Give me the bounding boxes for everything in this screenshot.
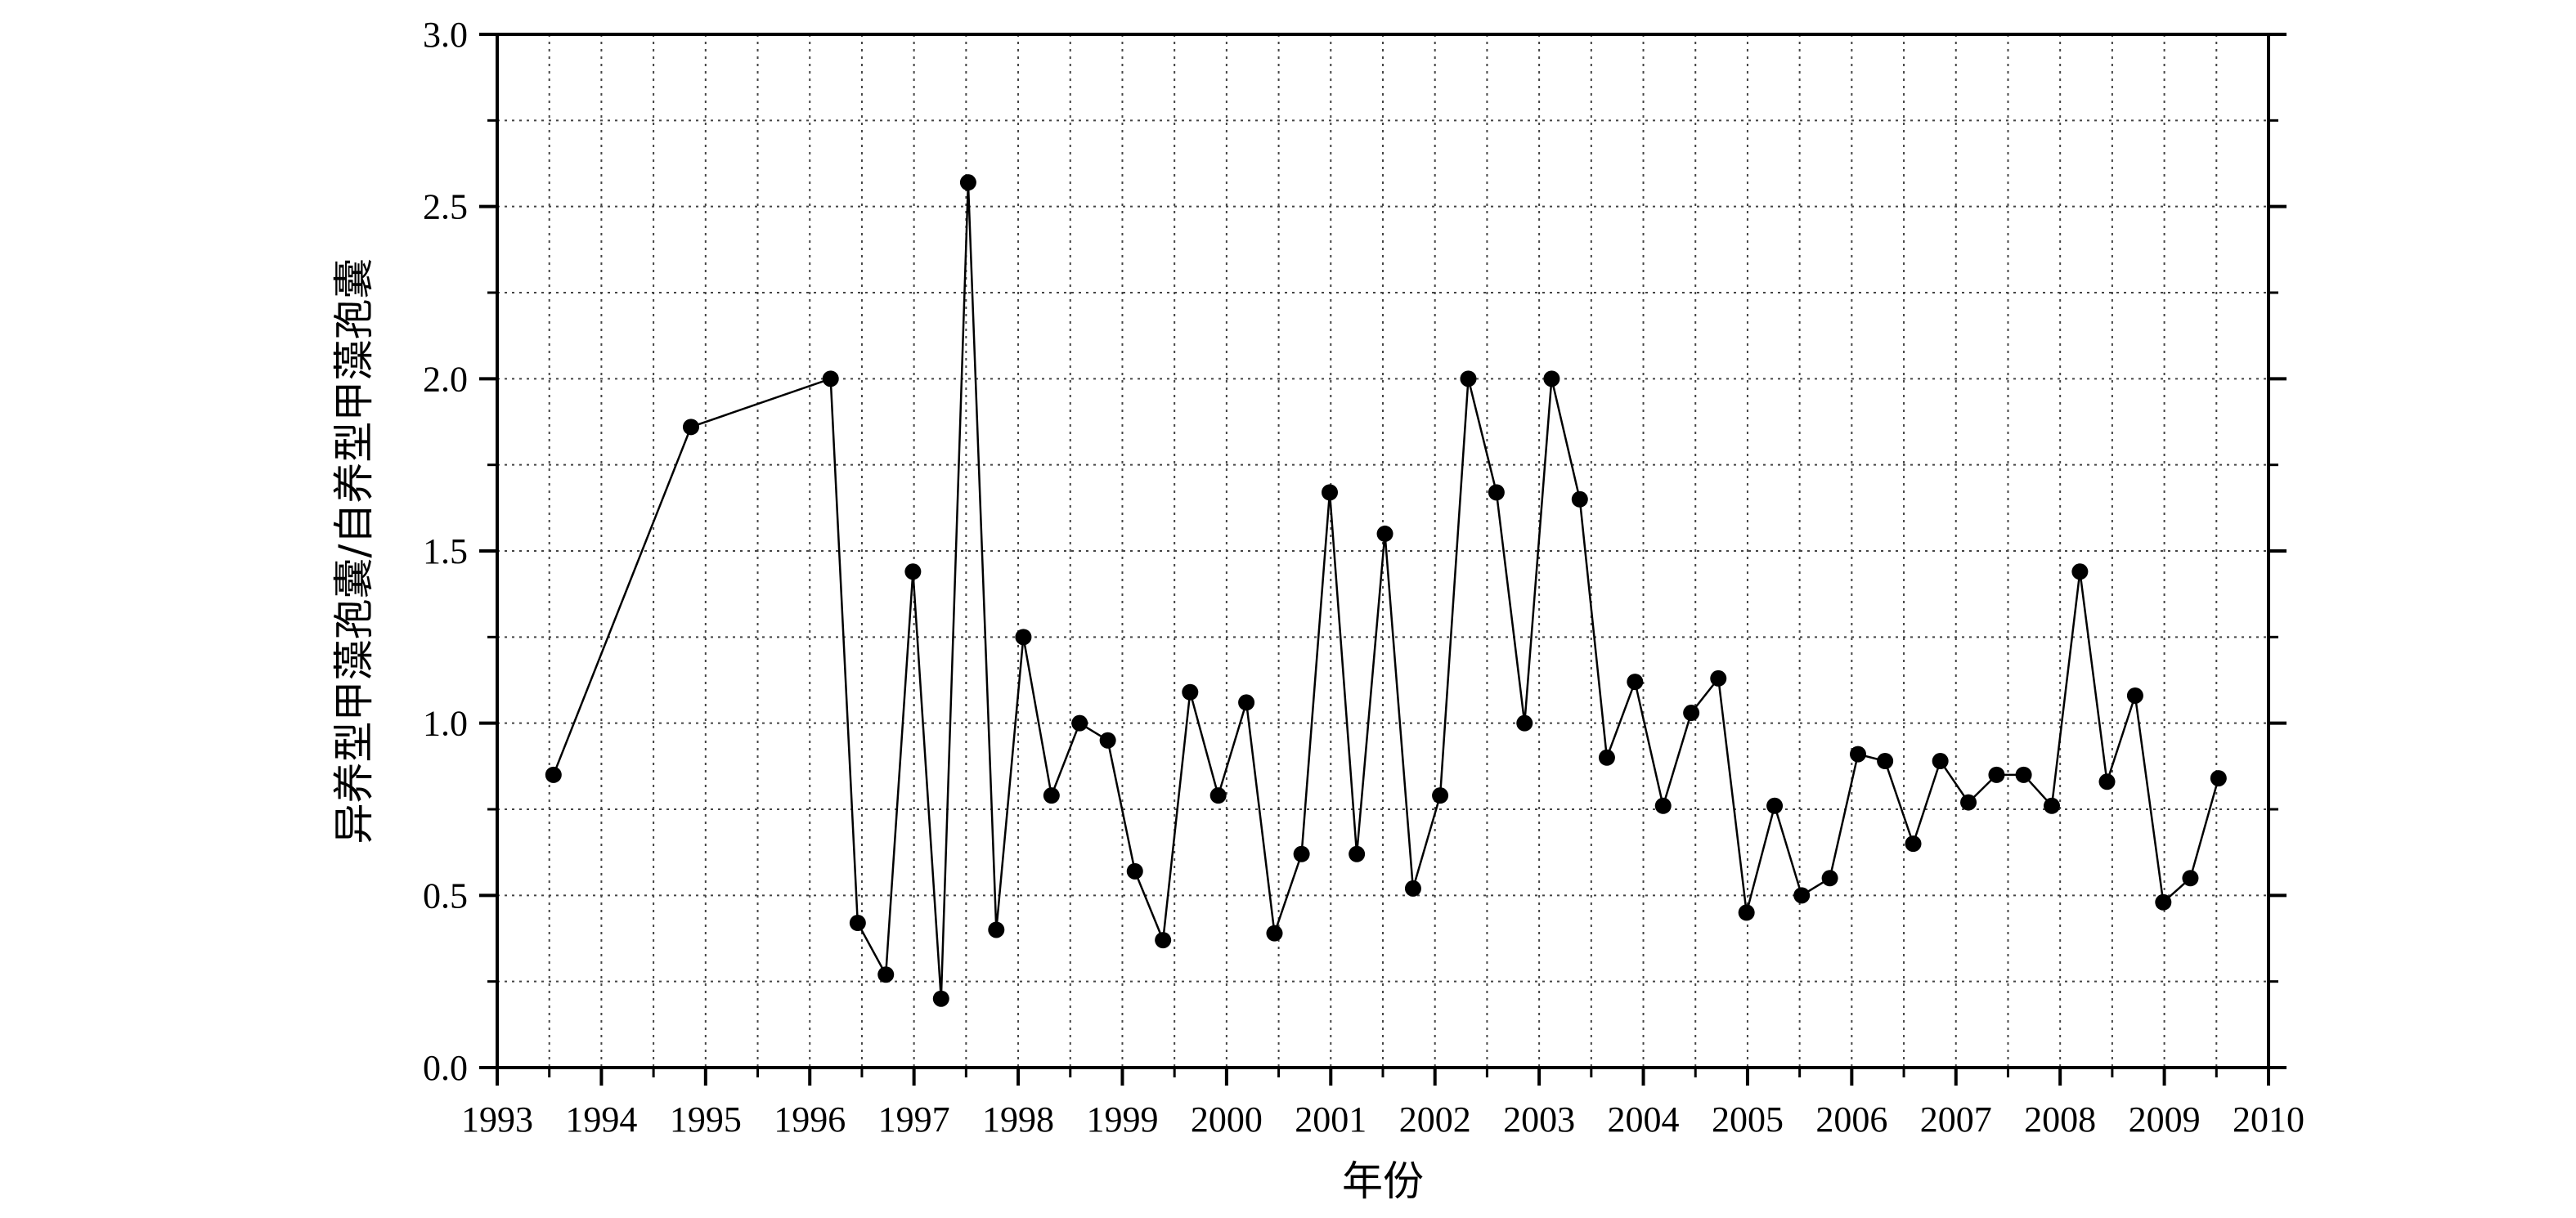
x-tick-label: 1998: [982, 1099, 1054, 1140]
x-tick-label: 2007: [1920, 1099, 1992, 1140]
y-tick-label: 1.5: [423, 531, 468, 571]
x-tick-label: 2006: [1815, 1099, 1887, 1140]
data-point: [1738, 904, 1755, 921]
data-point: [1322, 484, 1339, 501]
x-tick-label: 1999: [1086, 1099, 1158, 1140]
y-tick-label: 3.0: [423, 15, 468, 55]
x-tick-label: 2008: [2024, 1099, 2096, 1140]
x-tick-label: 2001: [1295, 1099, 1367, 1140]
data-point: [1571, 490, 1588, 508]
data-point: [1432, 787, 1449, 804]
data-point: [1793, 887, 1811, 904]
data-point: [1376, 525, 1393, 542]
data-point: [1238, 694, 1255, 711]
y-tick-label: 1.0: [423, 704, 468, 744]
data-point: [822, 370, 839, 387]
y-tick-label: 0.5: [423, 875, 468, 916]
data-point: [1683, 705, 1700, 722]
data-point: [877, 966, 895, 983]
data-point: [849, 915, 866, 932]
data-point: [1932, 753, 1949, 770]
x-tick-label: 2004: [1608, 1099, 1680, 1140]
data-point: [988, 921, 1005, 938]
data-point: [2182, 870, 2199, 887]
grid-lines: [497, 34, 2269, 1068]
data-point: [545, 766, 562, 783]
x-tick-label: 2009: [2129, 1099, 2201, 1140]
x-tick-label: 1993: [461, 1099, 533, 1140]
tick-labels: 1993 1994 1995 1996 1997 1998 1999 2000 2001 2002…: [423, 15, 2304, 1140]
data-point: [932, 990, 949, 1007]
data-point: [1015, 629, 1032, 646]
data-point: [2126, 687, 2143, 704]
data-point: [1099, 732, 1116, 749]
data-point: [1905, 835, 1922, 853]
data-point: [1821, 870, 1838, 887]
data-point: [1126, 862, 1143, 880]
data-point: [1654, 797, 1672, 814]
data-point: [1349, 845, 1366, 862]
data-point: [1627, 674, 1644, 691]
tick-marks: [479, 33, 2287, 1086]
data-point: [1960, 794, 1977, 811]
data-point: [959, 174, 976, 191]
data-point: [1155, 932, 1172, 949]
data-point: [1988, 766, 2005, 783]
data-point: [2210, 770, 2227, 787]
data-point: [1266, 925, 1283, 942]
x-tick-label: 1995: [670, 1099, 742, 1140]
data-point: [2098, 773, 2116, 790]
data-point: [1543, 370, 1560, 387]
data-point: [1516, 714, 1533, 732]
data-point: [1293, 845, 1310, 862]
x-tick-label: 2010: [2233, 1099, 2304, 1140]
data-series: [545, 174, 2227, 1007]
data-point: [2155, 893, 2172, 911]
y-tick-label: 2.0: [423, 359, 468, 399]
data-point: [2043, 797, 2060, 814]
data-point: [1404, 880, 1421, 897]
data-point: [904, 563, 922, 580]
data-point: [1877, 753, 1894, 770]
data-point: [1488, 484, 1505, 501]
data-point: [1710, 669, 1727, 687]
data-point: [1598, 749, 1615, 766]
x-tick-label: 1994: [565, 1099, 637, 1140]
x-tick-label: 1996: [774, 1099, 846, 1140]
x-tick-label: 2005: [1712, 1099, 1784, 1140]
x-axis-title: 年份: [1342, 1158, 1424, 1205]
data-point: [1849, 746, 1866, 763]
x-tick-label: 2002: [1399, 1099, 1471, 1140]
data-point: [2015, 766, 2032, 783]
y-tick-label: 0.0: [423, 1048, 468, 1088]
y-axis-title: 异养型甲藻孢囊/自养型甲藻孢囊: [330, 258, 378, 844]
data-point: [1043, 787, 1060, 804]
x-tick-label: 2003: [1503, 1099, 1575, 1140]
data-point: [1766, 797, 1784, 814]
data-point: [1209, 787, 1227, 804]
data-point: [682, 419, 699, 436]
x-tick-label: 1997: [878, 1099, 950, 1140]
data-point: [1460, 370, 1477, 387]
data-point: [1182, 683, 1199, 701]
data-point: [2071, 563, 2089, 580]
y-tick-label: 2.5: [423, 187, 468, 227]
x-tick-label: 2000: [1191, 1099, 1263, 1140]
data-point: [1071, 714, 1088, 732]
